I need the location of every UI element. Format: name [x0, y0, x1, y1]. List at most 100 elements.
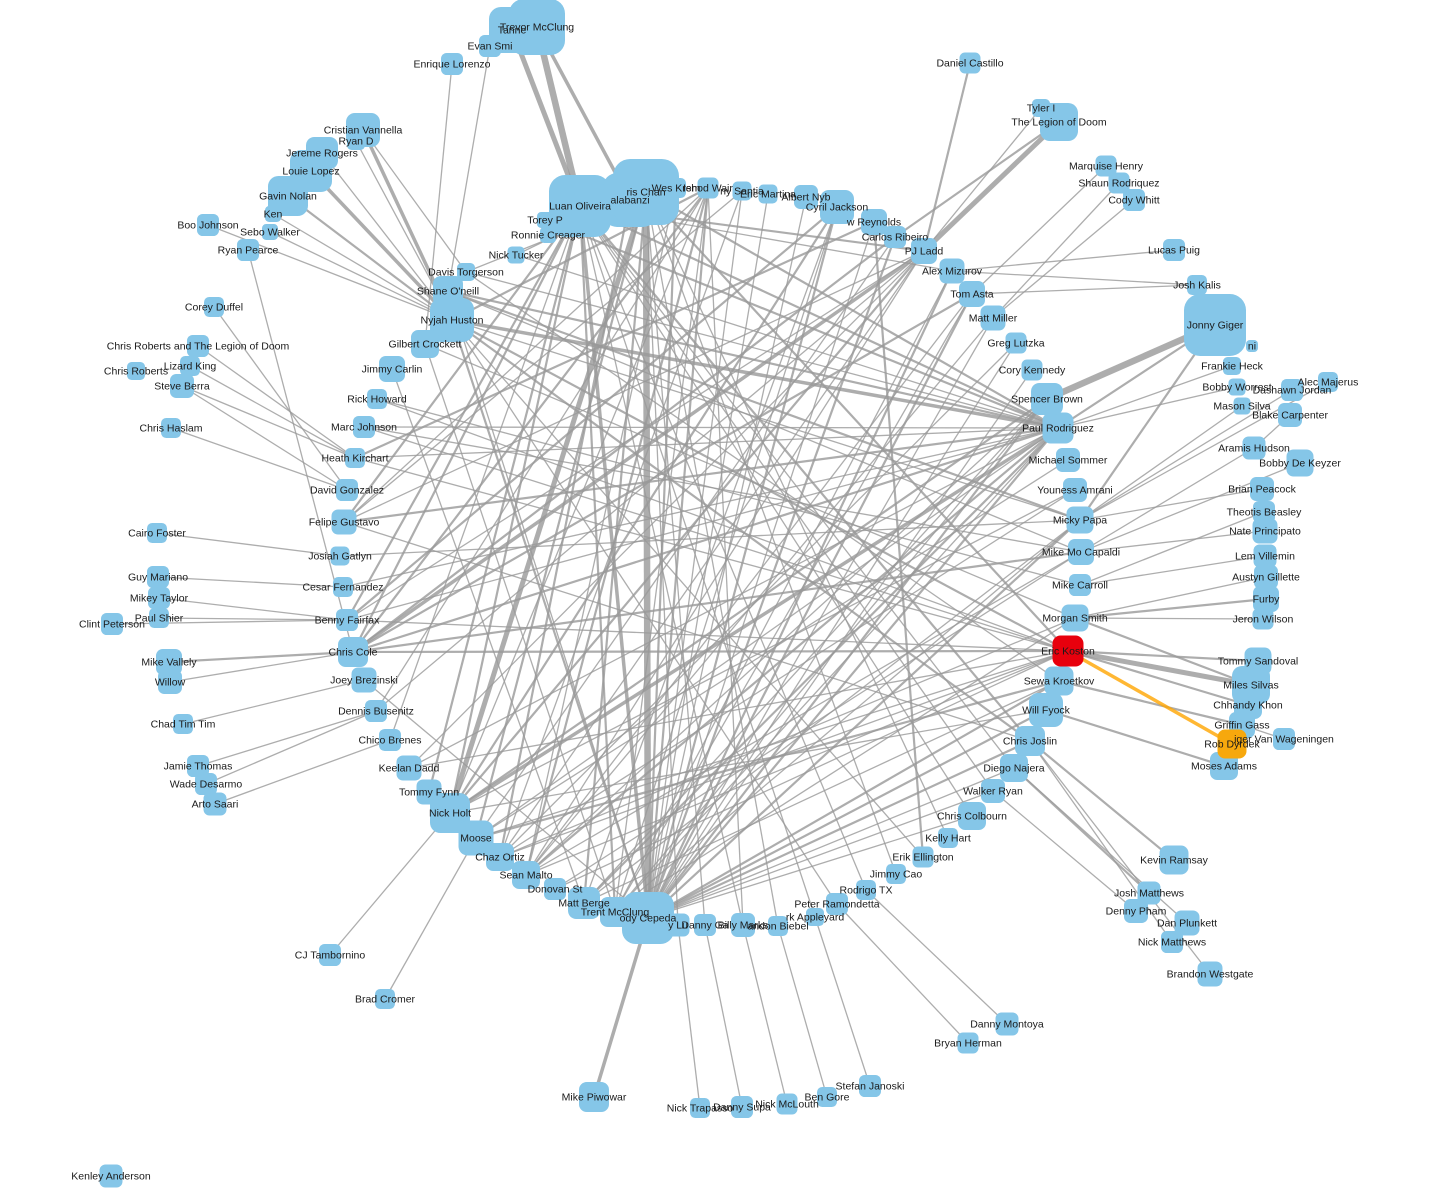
graph-node[interactable] [1184, 294, 1246, 356]
graph-node[interactable] [379, 729, 401, 751]
graph-node[interactable] [768, 916, 788, 936]
graph-node[interactable] [458, 820, 494, 856]
graph-node[interactable] [1029, 693, 1063, 727]
graph-node[interactable] [195, 773, 217, 795]
graph-node[interactable] [856, 880, 876, 900]
graph-node[interactable] [353, 416, 375, 438]
graph-node[interactable] [1253, 586, 1279, 612]
graph-node[interactable] [1061, 604, 1089, 632]
graph-node[interactable] [861, 209, 887, 235]
graph-node[interactable] [347, 132, 365, 150]
graph-node[interactable] [939, 258, 965, 284]
graph-node[interactable] [1056, 448, 1080, 472]
graph-node[interactable] [1066, 506, 1094, 534]
graph-node[interactable] [549, 175, 611, 237]
graph-node[interactable] [957, 1032, 979, 1054]
graph-node[interactable] [1123, 189, 1145, 211]
graph-node[interactable] [1210, 752, 1238, 780]
graph-node[interactable] [170, 374, 194, 398]
graph-node[interactable] [1217, 729, 1247, 759]
graph-node[interactable] [203, 792, 227, 816]
graph-node[interactable] [351, 667, 377, 693]
graph-node[interactable] [268, 176, 308, 216]
graph-node[interactable] [180, 356, 200, 376]
graph-node[interactable] [613, 159, 679, 225]
graph-node[interactable] [912, 846, 934, 868]
graph-node[interactable] [1233, 397, 1251, 415]
graph-node[interactable] [600, 897, 630, 927]
graph-node[interactable] [579, 1082, 609, 1112]
graph-node[interactable] [958, 802, 986, 830]
graph-node[interactable] [262, 224, 278, 240]
graph-node[interactable] [161, 418, 181, 438]
graph-node[interactable] [156, 649, 182, 675]
graph-node[interactable] [1031, 383, 1063, 415]
graph-node[interactable] [731, 1096, 753, 1118]
graph-node[interactable] [1021, 359, 1043, 381]
graph-node[interactable] [379, 356, 405, 382]
graph-node[interactable] [149, 608, 169, 628]
graph-node[interactable] [1197, 961, 1223, 987]
graph-node[interactable] [980, 305, 1006, 331]
graph-node[interactable] [1159, 845, 1189, 875]
graph-node[interactable] [1252, 608, 1274, 630]
graph-node[interactable] [204, 297, 224, 317]
graph-node[interactable] [981, 779, 1005, 803]
graph-node[interactable] [1254, 565, 1278, 589]
graph-node[interactable] [99, 1164, 123, 1188]
graph-node[interactable] [330, 546, 350, 566]
graph-node[interactable] [509, 0, 565, 55]
graph-node[interactable] [938, 828, 958, 848]
graph-node[interactable] [794, 185, 818, 209]
graph-node[interactable] [336, 479, 358, 501]
graph-node[interactable] [1063, 478, 1087, 502]
graph-node[interactable] [1052, 635, 1084, 667]
graph-node[interactable] [666, 913, 690, 937]
graph-node[interactable] [697, 177, 719, 199]
graph-node[interactable] [1161, 931, 1183, 953]
graph-node[interactable] [1281, 379, 1303, 401]
graph-node[interactable] [1000, 754, 1028, 782]
graph-node[interactable] [1068, 539, 1094, 565]
graph-node[interactable] [1137, 881, 1161, 905]
graph-node[interactable] [441, 53, 463, 75]
graph-node[interactable] [158, 670, 182, 694]
graph-node[interactable] [187, 755, 209, 777]
graph-node[interactable] [237, 239, 259, 261]
graph-node[interactable] [1252, 518, 1278, 544]
graph-node[interactable] [336, 609, 358, 631]
graph-node[interactable] [1246, 340, 1258, 352]
graph-node[interactable] [568, 887, 600, 919]
graph-node[interactable] [338, 637, 368, 667]
graph-node[interactable] [430, 298, 474, 342]
graph-node[interactable] [911, 238, 937, 264]
graph-node[interactable] [1253, 501, 1275, 523]
graph-node[interactable] [959, 52, 981, 74]
graph-node[interactable] [776, 1093, 798, 1115]
graph-node[interactable] [1278, 403, 1302, 427]
graph-node[interactable] [127, 362, 145, 380]
graph-node[interactable] [1015, 726, 1045, 756]
graph-node[interactable] [1253, 544, 1277, 568]
graph-node[interactable] [396, 755, 422, 781]
graph-node[interactable] [731, 913, 755, 937]
graph-node[interactable] [859, 1075, 881, 1097]
graph-node[interactable] [173, 714, 193, 734]
graph-node[interactable] [690, 1098, 710, 1118]
graph-node[interactable] [817, 1087, 837, 1107]
graph-node[interactable] [1228, 378, 1246, 396]
graph-node[interactable] [1187, 275, 1207, 295]
graph-node[interactable] [365, 700, 387, 722]
graph-node[interactable] [375, 989, 395, 1009]
graph-node[interactable] [457, 263, 475, 281]
graph-node[interactable] [806, 908, 824, 926]
graph-node[interactable] [1242, 436, 1266, 460]
graph-node[interactable] [1040, 103, 1078, 141]
graph-node[interactable] [147, 523, 167, 543]
graph-node[interactable] [884, 226, 906, 248]
graph-node[interactable] [1250, 477, 1274, 501]
graph-node[interactable] [758, 184, 778, 204]
graph-node[interactable] [1273, 728, 1295, 750]
graph-node[interactable] [148, 587, 170, 609]
graph-node[interactable] [544, 878, 566, 900]
